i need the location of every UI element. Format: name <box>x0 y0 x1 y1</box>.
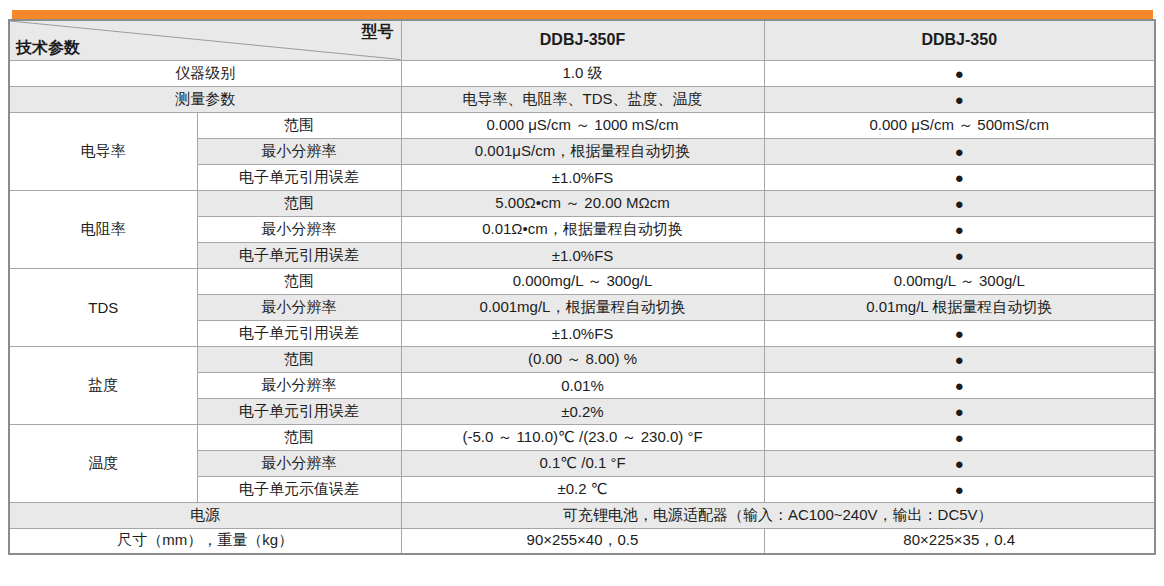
tds-error-350: ● <box>764 320 1155 346</box>
conductivity-error-label: 电子单元引用误差 <box>197 164 401 190</box>
accent-top-bar <box>12 10 1153 19</box>
grade-label: 仪器级别 <box>9 60 401 86</box>
conductivity-resolution-350: ● <box>764 138 1155 164</box>
resistivity-range-350: ● <box>764 190 1155 216</box>
grade-350: ● <box>764 60 1155 86</box>
resistivity-resolution-label: 最小分辨率 <box>197 216 401 242</box>
temperature-range-350f: (-5.0 ～ 110.0)℃ /(23.0 ～ 230.0) °F <box>401 424 764 450</box>
salinity-error-label: 电子单元引用误差 <box>197 398 401 424</box>
corner-header-cell: 型号 技术参数 <box>9 20 401 60</box>
row-tds-range: TDS 范围 0.000mg/L ～ 300g/L 0.00mg/L ～ 300… <box>9 268 1155 294</box>
params-label: 测量参数 <box>9 86 401 112</box>
temperature-resolution-350f: 0.1℃ /0.1 °F <box>401 450 764 476</box>
row-grade: 仪器级别 1.0 级 ● <box>9 60 1155 86</box>
temperature-resolution-label: 最小分辨率 <box>197 450 401 476</box>
salinity-resolution-350: ● <box>764 372 1155 398</box>
resistivity-error-350: ● <box>764 242 1155 268</box>
salinity-error-350: ● <box>764 398 1155 424</box>
header-row: 型号 技术参数 DDBJ-350F DDBJ-350 <box>9 20 1155 60</box>
group-conductivity: 电导率 <box>9 112 197 190</box>
temperature-resolution-350: ● <box>764 450 1155 476</box>
column-header-ddbj-350f: DDBJ-350F <box>401 20 764 60</box>
salinity-range-350: ● <box>764 346 1155 372</box>
temperature-range-label: 范围 <box>197 424 401 450</box>
conductivity-range-350f: 0.000 μS/cm ～ 1000 mS/cm <box>401 112 764 138</box>
tds-error-label: 电子单元引用误差 <box>197 320 401 346</box>
salinity-resolution-350f: 0.01% <box>401 372 764 398</box>
conductivity-error-350f: ±1.0%FS <box>401 164 764 190</box>
dimensions-label: 尺寸（mm），重量（kg） <box>9 528 401 554</box>
conductivity-resolution-350f: 0.001μS/cm，根据量程自动切换 <box>401 138 764 164</box>
dimensions-350: 80×225×35，0.4 <box>764 528 1155 554</box>
conductivity-range-350: 0.000 μS/cm ～ 500mS/cm <box>764 112 1155 138</box>
temperature-error-350: ● <box>764 476 1155 502</box>
resistivity-range-350f: 5.00Ω•cm ～ 20.00 MΩcm <box>401 190 764 216</box>
tds-resolution-label: 最小分辨率 <box>197 294 401 320</box>
resistivity-range-label: 范围 <box>197 190 401 216</box>
salinity-range-label: 范围 <box>197 346 401 372</box>
row-conductivity-range: 电导率 范围 0.000 μS/cm ～ 1000 mS/cm 0.000 μS… <box>9 112 1155 138</box>
group-tds: TDS <box>9 268 197 346</box>
corner-label-tech-params: 技术参数 <box>16 38 80 59</box>
spec-table: 型号 技术参数 DDBJ-350F DDBJ-350 仪器级别 1.0 级 ● … <box>8 19 1156 555</box>
params-350f: 电导率、电阻率、TDS、盐度、温度 <box>401 86 764 112</box>
salinity-resolution-label: 最小分辨率 <box>197 372 401 398</box>
salinity-error-350f: ±0.2% <box>401 398 764 424</box>
tds-error-350f: ±1.0%FS <box>401 320 764 346</box>
resistivity-error-350f: ±1.0%FS <box>401 242 764 268</box>
row-temperature-range: 温度 范围 (-5.0 ～ 110.0)℃ /(23.0 ～ 230.0) °F… <box>9 424 1155 450</box>
group-salinity: 盐度 <box>9 346 197 424</box>
row-measured-params: 测量参数 电导率、电阻率、TDS、盐度、温度 ● <box>9 86 1155 112</box>
resistivity-resolution-350f: 0.01Ω•cm，根据量程自动切换 <box>401 216 764 242</box>
row-power: 电源 可充锂电池，电源适配器（输入：AC100~240V，输出：DC5V） <box>9 502 1155 528</box>
temperature-range-350: ● <box>764 424 1155 450</box>
power-label: 电源 <box>9 502 401 528</box>
corner-label-model: 型号 <box>362 22 394 43</box>
params-350: ● <box>764 86 1155 112</box>
column-header-ddbj-350: DDBJ-350 <box>764 20 1155 60</box>
dimensions-350f: 90×255×40，0.5 <box>401 528 764 554</box>
grade-350f: 1.0 级 <box>401 60 764 86</box>
group-resistivity: 电阻率 <box>9 190 197 268</box>
conductivity-range-label: 范围 <box>197 112 401 138</box>
row-resistivity-range: 电阻率 范围 5.00Ω•cm ～ 20.00 MΩcm ● <box>9 190 1155 216</box>
row-salinity-range: 盐度 范围 (0.00 ～ 8.00) % ● <box>9 346 1155 372</box>
tds-range-350: 0.00mg/L ～ 300g/L <box>764 268 1155 294</box>
tds-range-label: 范围 <box>197 268 401 294</box>
conductivity-resolution-label: 最小分辨率 <box>197 138 401 164</box>
tds-resolution-350f: 0.001mg/L，根据量程自动切换 <box>401 294 764 320</box>
resistivity-error-label: 电子单元引用误差 <box>197 242 401 268</box>
tds-range-350f: 0.000mg/L ～ 300g/L <box>401 268 764 294</box>
temperature-error-350f: ±0.2 ℃ <box>401 476 764 502</box>
conductivity-error-350: ● <box>764 164 1155 190</box>
row-dimensions: 尺寸（mm），重量（kg） 90×255×40，0.5 80×225×35，0.… <box>9 528 1155 554</box>
tds-resolution-350: 0.01mg/L 根据量程自动切换 <box>764 294 1155 320</box>
spec-sheet: 型号 技术参数 DDBJ-350F DDBJ-350 仪器级别 1.0 级 ● … <box>0 0 1164 586</box>
group-temperature: 温度 <box>9 424 197 502</box>
resistivity-resolution-350: ● <box>764 216 1155 242</box>
temperature-error-label: 电子单元示值误差 <box>197 476 401 502</box>
power-value: 可充锂电池，电源适配器（输入：AC100~240V，输出：DC5V） <box>401 502 1155 528</box>
salinity-range-350f: (0.00 ～ 8.00) % <box>401 346 764 372</box>
